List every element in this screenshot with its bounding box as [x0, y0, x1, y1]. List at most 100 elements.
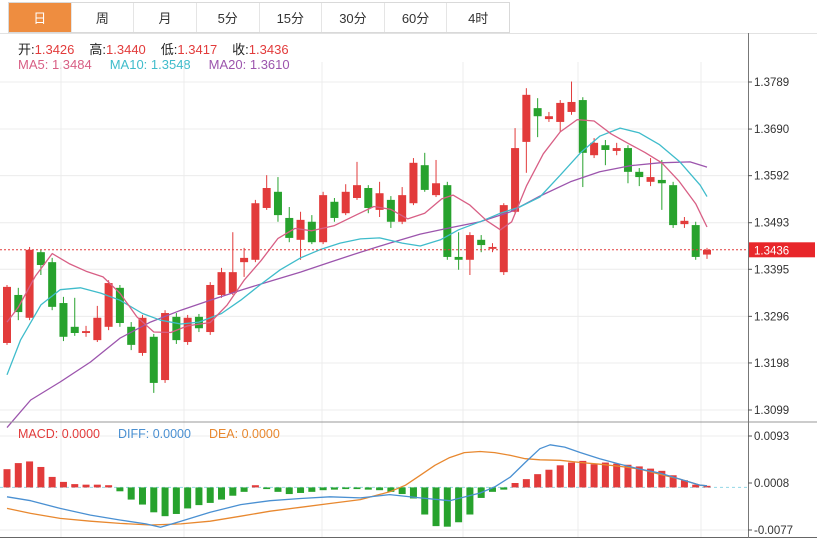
- candle: [285, 217, 294, 238]
- candle: [623, 148, 632, 172]
- tab-week[interactable]: 周: [70, 3, 134, 32]
- macd-bar: [568, 462, 576, 488]
- macd-bar: [342, 487, 350, 490]
- candle: [48, 262, 57, 307]
- low-label: 低:: [160, 42, 178, 57]
- candle: [59, 303, 68, 337]
- macd-bar: [184, 487, 192, 509]
- macd-bar: [680, 480, 688, 488]
- macd-bar: [556, 465, 564, 488]
- macd-bar: [409, 487, 417, 499]
- candle: [488, 246, 497, 249]
- candle: [612, 148, 621, 151]
- candle: [228, 272, 237, 294]
- macd-bar: [3, 469, 11, 488]
- macd-axis-label: 0.0093: [754, 431, 789, 443]
- candle: [183, 317, 192, 343]
- low-value: 1.3417: [177, 42, 218, 57]
- candle: [161, 313, 170, 381]
- macd-bar: [522, 479, 530, 488]
- macd-bar: [48, 476, 56, 488]
- macd-bar: [421, 487, 429, 515]
- candle: [386, 199, 395, 222]
- macd-bar: [297, 487, 305, 493]
- candle: [477, 239, 486, 246]
- close-value: 1.3436: [248, 42, 289, 57]
- tab-15min[interactable]: 15分: [258, 3, 322, 32]
- macd-bar: [398, 487, 406, 495]
- macd-bar: [308, 487, 316, 492]
- price-axis-label: 1.3493: [754, 218, 789, 230]
- macd-bar: [37, 466, 45, 488]
- candle: [680, 220, 689, 225]
- tab-60min[interactable]: 60分: [383, 3, 447, 32]
- ma20-line: [6, 161, 708, 429]
- macd-bar: [172, 487, 180, 514]
- candle: [590, 142, 599, 156]
- macd-bar: [692, 484, 700, 488]
- candle: [454, 256, 463, 260]
- macd-bar: [545, 469, 553, 488]
- candle: [273, 191, 282, 216]
- candle: [364, 188, 373, 208]
- dea-value: DEA: 0.0000: [208, 427, 280, 441]
- open-readout: 开:1.3426: [18, 39, 74, 58]
- candle: [319, 195, 328, 243]
- diff-line: [6, 444, 708, 528]
- tab-month[interactable]: 月: [133, 3, 196, 32]
- ohlc-readout: 开:1.3426 高:1.3440 低:1.3417 收:1.3436: [18, 39, 289, 58]
- close-readout: 收:1.3436: [232, 39, 288, 58]
- tab-4hour[interactable]: 4时: [446, 3, 509, 32]
- macd-bar: [511, 483, 519, 488]
- ma5-line: [6, 118, 708, 334]
- macd-bar: [624, 464, 632, 488]
- macd-bar: [319, 487, 327, 491]
- macd-bar: [376, 487, 384, 491]
- candle: [432, 183, 441, 196]
- candle: [465, 235, 474, 260]
- macd-bar: [285, 487, 293, 495]
- candle: [657, 179, 666, 184]
- price-axis-label: 1.3296: [754, 311, 789, 323]
- macd-bar: [703, 485, 711, 488]
- macd-bar: [364, 487, 372, 490]
- open-value: 1.3426: [34, 42, 75, 57]
- macd-bar: [387, 487, 395, 492]
- candle: [567, 101, 576, 112]
- candle: [511, 148, 520, 212]
- macd-bar: [455, 487, 463, 523]
- dea-line: [6, 450, 708, 526]
- macd-bar: [432, 487, 440, 527]
- high-value: 1.3440: [106, 42, 146, 57]
- macd-bar: [601, 462, 609, 488]
- macd-bar: [579, 460, 587, 488]
- candle: [138, 317, 147, 353]
- candle: [25, 249, 34, 318]
- open-label: 开:: [18, 42, 35, 57]
- candle: [499, 205, 508, 273]
- price-axis-label: 1.3395: [754, 264, 789, 276]
- candle: [217, 272, 226, 295]
- candle: [262, 188, 271, 208]
- current-price-badge: [749, 242, 815, 258]
- macd-bar: [443, 487, 451, 527]
- tab-30min[interactable]: 30分: [321, 3, 384, 32]
- tab-day[interactable]: 日: [9, 3, 71, 32]
- macd-bar: [613, 463, 621, 488]
- candle: [443, 185, 452, 257]
- macd-bar: [466, 487, 474, 515]
- ma10-value: MA10: 1.3548: [109, 57, 191, 72]
- tab-5min[interactable]: 5分: [195, 3, 259, 32]
- price-axis-label: 1.3198: [754, 358, 789, 370]
- macd-bar: [263, 487, 271, 490]
- ma20-value: MA20: 1.3610: [208, 57, 290, 72]
- macd-bar: [127, 487, 135, 500]
- macd-bar: [150, 487, 158, 513]
- macd-bar: [647, 468, 655, 488]
- macd-bar: [500, 487, 508, 490]
- macd-bar: [105, 485, 113, 488]
- macd-bar: [116, 487, 124, 492]
- candle: [420, 165, 429, 190]
- low-readout: 低:1.3417: [161, 39, 217, 58]
